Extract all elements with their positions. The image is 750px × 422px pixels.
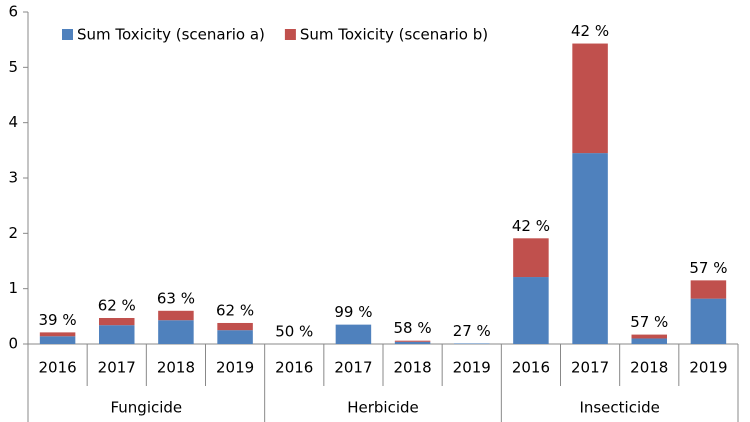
x-tick-label: 2016 xyxy=(38,359,76,377)
bar-segment xyxy=(454,343,490,344)
bar-label: 57 % xyxy=(689,259,727,277)
bar-label: 39 % xyxy=(39,311,77,329)
y-tick-label: 6 xyxy=(8,3,18,21)
y-tick-label: 1 xyxy=(8,279,18,297)
bar-segment xyxy=(39,336,76,344)
group-label: Insecticide xyxy=(579,399,659,417)
legend-label: Sum Toxicity (scenario b) xyxy=(300,26,488,44)
x-tick-label: 2018 xyxy=(393,359,431,377)
y-tick-label: 4 xyxy=(8,113,18,131)
bar-segment xyxy=(335,324,372,344)
bar-segment xyxy=(513,238,549,278)
bar-segment xyxy=(99,325,135,344)
bar-segment xyxy=(690,280,727,299)
legend-label: Sum Toxicity (scenario a) xyxy=(77,26,265,44)
bar-segment xyxy=(690,298,727,344)
x-tick-label: 2019 xyxy=(689,359,727,377)
bar-label: 58 % xyxy=(394,319,432,337)
bar-segment xyxy=(631,338,667,344)
bar-label: 63 % xyxy=(157,289,195,307)
group-label: Herbicide xyxy=(347,399,419,417)
bar-label: 27 % xyxy=(453,322,491,340)
bar-segment xyxy=(39,332,76,337)
legend-swatch xyxy=(62,29,73,40)
x-tick-label: 2017 xyxy=(98,359,136,377)
bar-segment xyxy=(394,341,431,344)
bar-segment xyxy=(158,320,194,344)
y-tick-label: 5 xyxy=(8,58,18,76)
bar-segment xyxy=(572,43,608,154)
legend-swatch xyxy=(284,29,296,40)
x-tick-label: 2018 xyxy=(157,359,195,377)
x-tick-label: 2016 xyxy=(512,359,550,377)
bar-segment xyxy=(631,334,667,339)
bar-label: 42 % xyxy=(512,217,550,235)
bar-label: 57 % xyxy=(630,313,668,331)
bar-label: 99 % xyxy=(334,303,372,321)
bar-segment xyxy=(217,322,253,331)
bar-label: 42 % xyxy=(571,22,609,40)
x-tick-label: 2019 xyxy=(216,359,254,377)
bar-segment xyxy=(513,277,549,344)
group-label: Fungicide xyxy=(110,399,182,417)
bar-label: 50 % xyxy=(275,323,313,341)
bar-segment xyxy=(158,310,194,321)
bar-segment xyxy=(394,340,431,342)
bar-segment xyxy=(99,317,135,326)
bar-label: 62 % xyxy=(216,301,254,319)
bar-label: 62 % xyxy=(98,296,136,314)
y-tick-label: 2 xyxy=(8,224,18,242)
x-tick-label: 2018 xyxy=(630,359,668,377)
x-tick-label: 2017 xyxy=(334,359,372,377)
x-tick-label: 2016 xyxy=(275,359,313,377)
y-tick-label: 3 xyxy=(8,169,18,187)
x-tick-label: 2017 xyxy=(571,359,609,377)
bar-segment xyxy=(572,153,608,344)
x-tick-label: 2019 xyxy=(453,359,491,377)
bar-segment xyxy=(217,330,253,344)
y-tick-label: 0 xyxy=(8,335,18,353)
